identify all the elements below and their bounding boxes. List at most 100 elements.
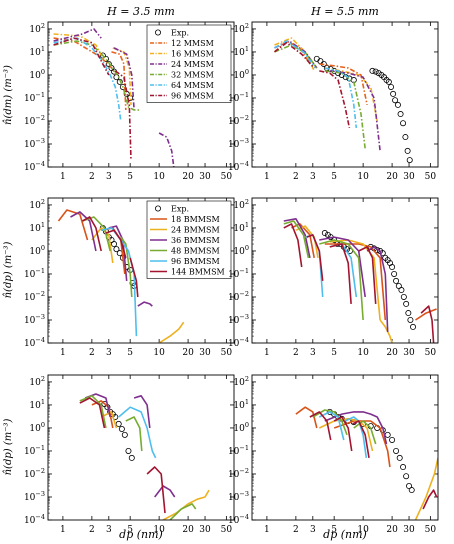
axes-frame (251, 197, 439, 344)
y-tick-label: 10−4 (228, 160, 249, 173)
exp-point (118, 426, 125, 433)
x-tick-label: 30 (199, 525, 211, 535)
y-tick-label: 10−2 (228, 114, 249, 127)
series-24-bmmsm-line (318, 418, 374, 452)
exp-point (410, 323, 417, 330)
legend-label: 96 MMSM (171, 92, 214, 101)
x-tick-label: 1 (60, 525, 66, 535)
y-tick-label: 101 (233, 45, 249, 58)
exp-point (392, 97, 399, 104)
series-144-bmmsm-line (129, 257, 139, 298)
exp-point (115, 420, 122, 427)
exp-point (397, 111, 404, 118)
y-tick-exponent: −2 (35, 114, 45, 122)
exp-point (385, 78, 392, 85)
exp-point (390, 90, 397, 97)
y-tick-exponent: −1 (239, 267, 249, 275)
x-tick-label: 30 (199, 172, 211, 182)
x-tick-label: 20 (182, 172, 194, 182)
x-tick-label: 10 (357, 172, 369, 182)
exp-point (391, 270, 398, 277)
x-tick-label: 30 (199, 348, 211, 358)
legend-label: 24 MMSM (171, 60, 214, 69)
y-tick-label: 10−2 (24, 114, 45, 127)
y-tick-exponent: −1 (35, 267, 45, 275)
exp-point (396, 454, 403, 461)
series-64-mmsm-line (53, 37, 122, 122)
series-144-bmmsm-line (105, 229, 127, 259)
legend-label: Exp. (171, 205, 189, 214)
plot-area (283, 218, 437, 343)
series-144-bmmsm-line (306, 234, 324, 281)
x-tick-label: 2 (293, 525, 299, 535)
series-24-mmsm-line (329, 70, 381, 151)
series-144-bmmsm-line (329, 243, 352, 304)
series-24-bmmsm-line (158, 321, 185, 343)
legend-label: 16 MMSM (171, 50, 214, 59)
series-64-mmsm-line (274, 40, 317, 69)
x-tick-label: 20 (182, 348, 194, 358)
series-96-bmmsm-line (118, 406, 157, 459)
x-tick-label: 50 (221, 348, 233, 358)
x-tick-label: 2 (293, 348, 299, 358)
y-tick-label: 101 (233, 398, 249, 411)
legend-marker-exp (154, 205, 161, 212)
series-36-bmmsm-line (283, 218, 311, 259)
y-tick-label: 100 (29, 68, 45, 81)
series-48-bmmsm-line (283, 220, 310, 259)
series-96-bmmsm-line (101, 227, 138, 337)
y-tick-label: 10−3 (24, 313, 45, 326)
plot-area (295, 406, 438, 520)
y-tick-exponent: 2 (41, 22, 45, 30)
series-48-bmmsm-line (79, 395, 107, 429)
x-tick-label: 10 (153, 172, 165, 182)
y-tick-exponent: −4 (35, 160, 45, 168)
x-tick-label: 1 (264, 525, 270, 535)
series-36-bmmsm-line (70, 211, 97, 252)
x-tick-label: 5 (331, 348, 337, 358)
x-tick-label: 50 (425, 172, 437, 182)
y-tick-exponent: 1 (41, 398, 45, 406)
exp-point (389, 264, 396, 271)
y-tick-label: 10−4 (24, 513, 45, 526)
y-tick-exponent: −3 (239, 137, 249, 145)
x-label-right: dp (nm) (323, 528, 367, 541)
exp-point (369, 67, 376, 74)
series-36-bmmsm-line (154, 485, 176, 498)
series-24-bmmsm-line (379, 319, 393, 343)
legend-label: 24 BMMSM (171, 226, 220, 235)
x-tick-label: 1 (60, 348, 66, 358)
exp-point (405, 310, 412, 317)
series-36-bmmsm-line (137, 301, 153, 307)
series-24-bmmsm-line (100, 411, 118, 429)
series-24-mmsm-line (274, 40, 318, 69)
y-tick-exponent: 2 (245, 375, 249, 383)
series-48-bmmsm-line (120, 236, 133, 298)
y-tick-label: 10−2 (228, 467, 249, 480)
y-tick-exponent: −1 (35, 91, 45, 99)
series-144-bmmsm-line (82, 216, 102, 252)
exp-point (111, 241, 118, 248)
plot-area (57, 209, 185, 343)
legend-label: 48 BMMSM (171, 247, 220, 256)
x-tick-label: 1 (264, 172, 270, 182)
y-tick-exponent: 2 (41, 198, 45, 206)
y-tick-exponent: 0 (41, 244, 45, 252)
x-tick-label: 5 (331, 525, 337, 535)
y-tick-exponent: −2 (35, 290, 45, 298)
x-tick-label: 3 (106, 172, 112, 182)
y-tick-exponent: −3 (239, 490, 249, 498)
x-tick-label: 5 (331, 172, 337, 182)
x-tick-label: 10 (357, 525, 369, 535)
y-tick-label: 101 (29, 45, 45, 58)
y-tick-exponent: 2 (245, 22, 249, 30)
y-tick-label: 10−1 (24, 267, 45, 280)
exp-point (406, 157, 413, 164)
series-32-mmsm-line (324, 70, 366, 150)
y-tick-label: 10−1 (24, 91, 45, 104)
y-tick-exponent: −4 (239, 160, 249, 168)
